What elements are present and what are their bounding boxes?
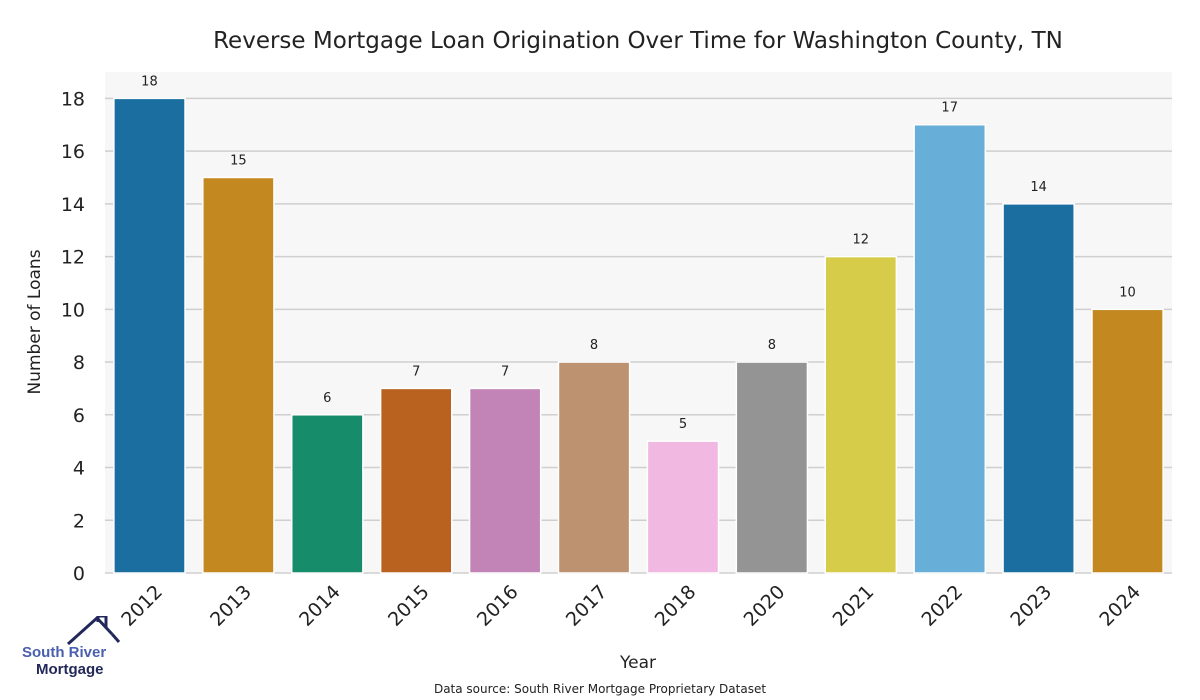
x-tick-label: 2013 [206, 581, 256, 631]
data-label: 5 [679, 417, 687, 432]
data-label: 8 [768, 338, 776, 353]
data-label: 7 [412, 364, 420, 379]
data-label: 17 [941, 101, 958, 116]
data-label: 12 [853, 233, 870, 248]
y-tick-label: 18 [61, 88, 85, 110]
data-label: 7 [501, 364, 509, 379]
x-tick-label: 2021 [829, 581, 879, 631]
bar-2022 [913, 123, 987, 574]
y-tick-label: 12 [61, 247, 85, 269]
x-tick-label: 2018 [651, 581, 701, 631]
bar-2013 [202, 176, 275, 574]
y-tick-label: 4 [73, 458, 85, 480]
logo-line-1: South River [22, 644, 107, 661]
y-axis-label: Number of Loans [25, 249, 45, 394]
x-tick-label: 2015 [384, 581, 434, 631]
bar-2024 [1091, 308, 1164, 574]
x-tick-label: 2022 [917, 581, 967, 631]
x-tick-label: 2016 [473, 581, 523, 631]
data-label: 15 [230, 153, 247, 168]
south-river-mortgage-logo: South River Mortgage [22, 616, 122, 682]
chart-title: Reverse Mortgage Loan Origination Over T… [213, 28, 1063, 54]
x-tick-label: 2024 [1095, 581, 1145, 631]
x-tick-label: 2012 [117, 581, 167, 631]
logo-line-2: Mortgage [36, 661, 104, 678]
data-label: 10 [1119, 285, 1136, 300]
x-tick-label: 2014 [295, 581, 345, 631]
x-tick-label: 2020 [740, 581, 790, 631]
bar-2017 [557, 361, 631, 574]
x-tick-label: 2017 [562, 581, 612, 631]
house-icon [66, 616, 121, 646]
y-tick-label: 14 [61, 194, 85, 216]
bar-2021 [824, 255, 898, 574]
data-label: 8 [590, 338, 598, 353]
data-label: 6 [323, 391, 331, 406]
y-tick-label: 10 [61, 299, 85, 321]
bar-2016 [468, 387, 542, 574]
bar-2018 [646, 440, 720, 574]
bar-2023 [1002, 203, 1075, 574]
bar-2020 [735, 361, 809, 574]
y-tick-label: 2 [73, 510, 85, 532]
y-tick-label: 0 [73, 563, 85, 585]
x-tick-label: 2023 [1006, 581, 1056, 631]
bar-2012 [113, 97, 186, 574]
data-label: 18 [141, 74, 158, 89]
bar-2014 [290, 414, 364, 574]
data-source-note: Data source: South River Mortgage Propri… [434, 682, 766, 696]
plot-background [105, 72, 1172, 573]
data-label: 14 [1030, 180, 1047, 195]
y-tick-label: 6 [73, 405, 85, 427]
bar-2015 [379, 387, 453, 574]
y-tick-label: 16 [61, 141, 85, 163]
y-tick-label: 8 [73, 352, 85, 374]
x-axis-label: Year [619, 653, 656, 673]
